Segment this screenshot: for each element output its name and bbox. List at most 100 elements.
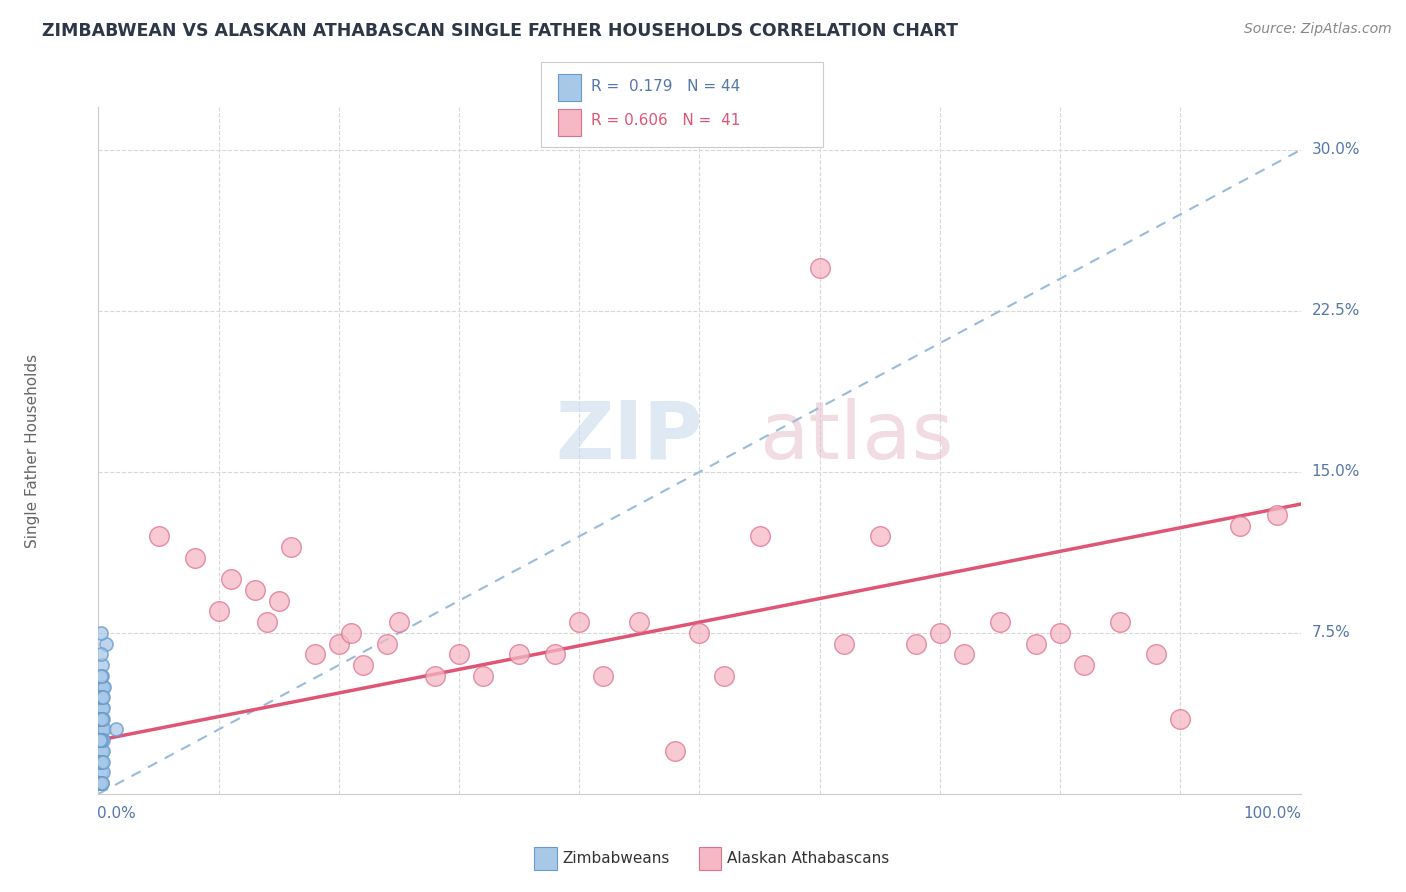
Point [1109,615,1132,630]
Point [1170,712,1192,726]
Point [91,776,114,790]
Point [91,658,114,673]
Point [1144,648,1167,662]
Point [91,733,114,747]
Point [953,648,976,662]
Point [91,733,114,747]
Point [90,723,112,737]
Point [832,637,855,651]
Point [91,712,114,726]
Point [89,776,111,790]
Point [90,690,112,705]
Point [90,776,112,790]
Point [89,733,111,747]
Text: ZIP: ZIP [555,398,703,475]
Point [1073,658,1095,673]
Point [90,669,112,683]
Point [447,648,470,662]
Text: ZIMBABWEAN VS ALASKAN ATHABASCAN SINGLE FATHER HOUSEHOLDS CORRELATION CHART: ZIMBABWEAN VS ALASKAN ATHABASCAN SINGLE … [42,22,957,40]
Point [91,765,114,780]
Point [91,744,114,758]
Point [928,626,950,640]
Point [183,550,205,565]
Point [869,529,891,543]
Point [219,572,242,586]
Point [423,669,446,683]
Text: Single Father Households: Single Father Households [25,353,39,548]
Text: Source: ZipAtlas.com: Source: ZipAtlas.com [1244,22,1392,37]
Point [91,669,114,683]
Point [91,701,114,715]
Text: 22.5%: 22.5% [1312,303,1360,318]
Text: atlas: atlas [759,398,953,475]
Point [472,669,495,683]
Point [91,744,114,758]
Point [1025,637,1047,651]
Point [89,744,111,758]
Point [748,529,770,543]
Point [267,593,290,607]
Point [568,615,591,630]
Text: Zimbabweans: Zimbabweans [562,851,669,865]
Point [904,637,927,651]
Point [988,615,1011,630]
Point [91,690,114,705]
Text: 7.5%: 7.5% [1312,625,1350,640]
Text: 0.0%: 0.0% [97,806,136,822]
Point [91,712,114,726]
Text: 30.0%: 30.0% [1312,143,1360,158]
Point [89,712,111,726]
Point [89,776,111,790]
Point [105,723,128,737]
Point [90,733,112,747]
Point [91,690,114,705]
Point [243,582,266,597]
Point [388,615,411,630]
Point [93,680,115,694]
Point [508,648,530,662]
Point [280,540,302,554]
Point [340,626,363,640]
Point [91,680,114,694]
Point [89,755,111,769]
Point [90,701,112,715]
Point [91,723,114,737]
Text: R =  0.179   N = 44: R = 0.179 N = 44 [591,79,740,94]
Point [90,733,112,747]
Text: 15.0%: 15.0% [1312,465,1360,479]
Point [91,776,114,790]
Point [808,260,831,275]
Text: Alaskan Athabascans: Alaskan Athabascans [727,851,889,865]
Point [1229,518,1251,533]
Text: 100.0%: 100.0% [1244,806,1302,822]
Point [90,765,112,780]
Point [91,690,114,705]
Point [90,626,112,640]
Point [304,648,326,662]
Text: R = 0.606   N =  41: R = 0.606 N = 41 [591,113,740,128]
Point [352,658,374,673]
Point [148,529,170,543]
Point [93,723,115,737]
Point [91,680,114,694]
Point [664,744,686,758]
Point [592,669,614,683]
Point [90,712,112,726]
Point [208,604,231,618]
Point [90,755,112,769]
Point [90,744,112,758]
Point [713,669,735,683]
Point [375,637,398,651]
Point [91,755,114,769]
Point [544,648,567,662]
Point [328,637,350,651]
Point [256,615,278,630]
Point [90,648,112,662]
Point [1049,626,1071,640]
Point [628,615,651,630]
Point [94,637,117,651]
Point [91,701,114,715]
Point [688,626,710,640]
Point [1265,508,1288,522]
Point [91,755,114,769]
